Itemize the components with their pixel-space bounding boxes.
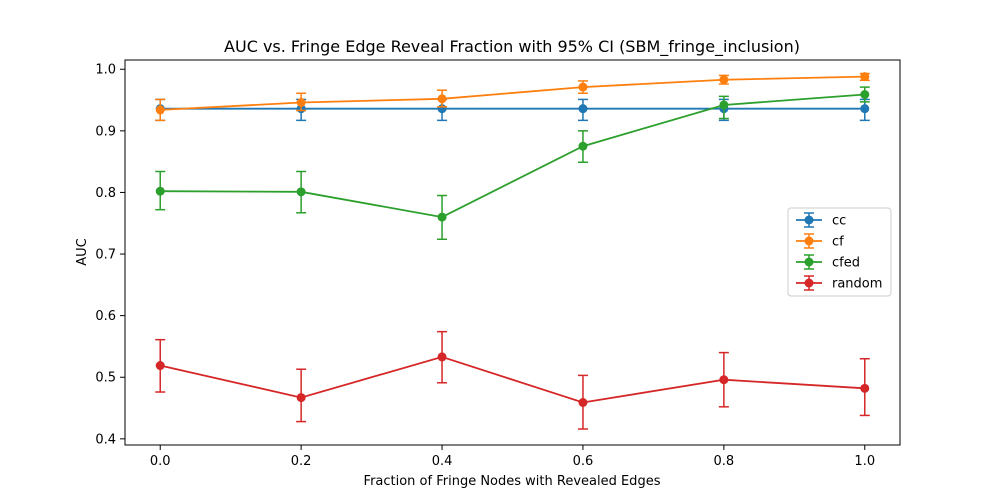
- x-tick-label: 0.8: [714, 454, 735, 469]
- x-axis: 0.0 0.2 0.4 0.6 0.8 1.0: [150, 445, 875, 469]
- legend-swatch-marker: [804, 257, 814, 267]
- data-point: [860, 89, 870, 99]
- data-point: [578, 397, 588, 407]
- y-tick-label: 0.5: [95, 371, 116, 386]
- x-tick-label: 0.4: [432, 454, 453, 469]
- legend-swatch-marker: [804, 215, 814, 225]
- y-tick-label: 0.7: [95, 248, 116, 263]
- plot-frame: [124, 59, 901, 446]
- data-point: [719, 100, 729, 110]
- chart-title: AUC vs. Fringe Edge Reveal Fraction with…: [224, 37, 800, 57]
- legend-swatch-marker: [804, 236, 814, 246]
- legend-swatch-marker: [804, 278, 814, 288]
- data-point: [437, 94, 447, 104]
- data-point: [860, 72, 870, 82]
- x-tick-label: 0.0: [150, 454, 171, 469]
- data-point: [578, 104, 588, 114]
- series-cfed: [155, 86, 870, 241]
- data-point: [155, 105, 165, 115]
- data-point: [437, 352, 447, 362]
- series-cf: [155, 72, 870, 122]
- x-axis-label: Fraction of Fringe Nodes with Revealed E…: [364, 474, 661, 489]
- legend-label: cfed: [832, 256, 860, 271]
- series-line: [160, 93, 865, 219]
- data-point: [155, 186, 165, 196]
- legend-label: cf: [832, 235, 844, 250]
- x-tick-label: 1.0: [854, 454, 875, 469]
- legend: cc cf cfed random: [787, 207, 892, 297]
- data-point: [296, 98, 306, 108]
- y-tick-label: 0.9: [95, 124, 116, 139]
- data-point: [860, 104, 870, 114]
- y-axis-label: AUC: [75, 238, 90, 266]
- data-point: [719, 75, 729, 85]
- series-line: [160, 355, 865, 404]
- data-point: [296, 187, 306, 197]
- y-tick-label: 0.6: [95, 309, 116, 324]
- y-tick-label: 1.0: [95, 63, 116, 78]
- data-point: [296, 393, 306, 403]
- data-point: [155, 361, 165, 371]
- data-point: [860, 383, 870, 393]
- x-tick-label: 0.6: [573, 454, 594, 469]
- data-point: [437, 212, 447, 222]
- legend-box: [787, 207, 892, 297]
- y-tick-label: 0.4: [95, 432, 116, 447]
- y-axis: 0.4 0.5 0.6 0.7 0.8 0.9 1.0: [95, 63, 125, 447]
- data-point: [578, 82, 588, 92]
- legend-label: cc: [832, 214, 846, 229]
- data-point: [578, 141, 588, 151]
- legend-label: random: [832, 277, 882, 292]
- x-tick-label: 0.2: [291, 454, 312, 469]
- data-point: [719, 375, 729, 385]
- series-random: [155, 330, 870, 430]
- y-tick-label: 0.8: [95, 186, 116, 201]
- plot-area: [155, 72, 870, 430]
- series-line: [160, 75, 865, 111]
